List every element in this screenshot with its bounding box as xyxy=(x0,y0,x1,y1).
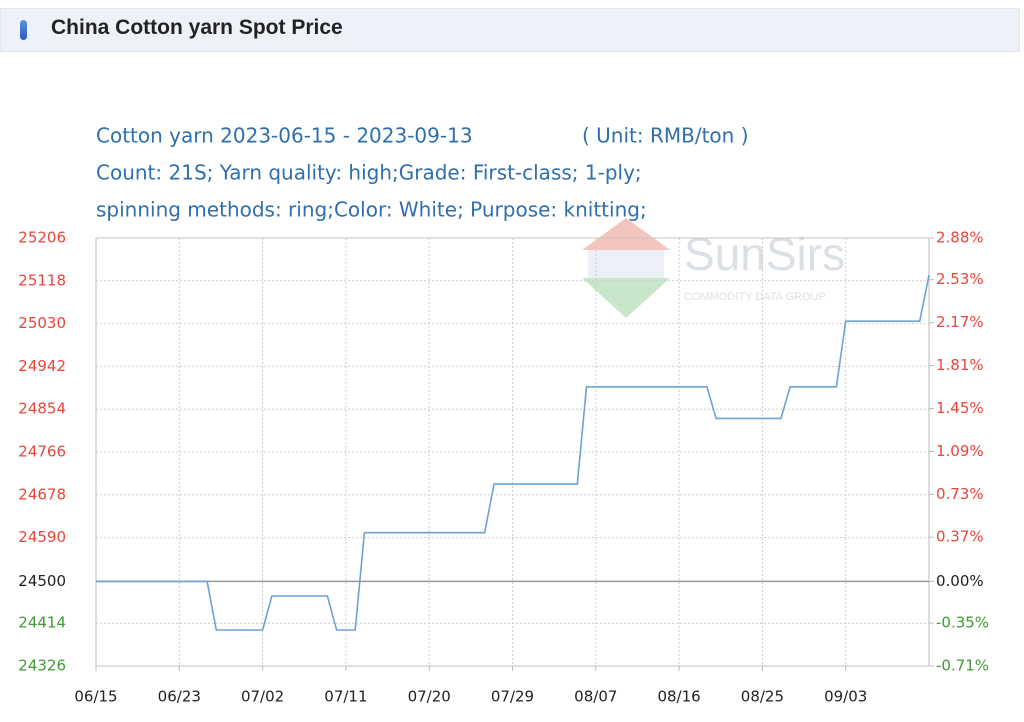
y-tick-label: 24766 xyxy=(18,443,66,461)
x-tick-label: 07/11 xyxy=(324,688,367,706)
y2-tick-label: 2.17% xyxy=(936,313,984,331)
y2-tick-label: 1.81% xyxy=(936,356,984,374)
x-tick-label: 07/20 xyxy=(408,688,451,706)
watermark-brand: SunSirs xyxy=(684,228,845,280)
y2-tick-label: 0.73% xyxy=(936,485,984,503)
y2-tick-label: 1.09% xyxy=(936,442,984,460)
y2-tick-label: 2.53% xyxy=(936,270,984,288)
y2-tick-label: 1.45% xyxy=(936,399,984,417)
price-line xyxy=(96,274,930,631)
x-tick-label: 06/23 xyxy=(158,688,201,706)
y-tick-label: 24326 xyxy=(18,657,66,675)
y-tick-label: 24590 xyxy=(18,528,66,546)
watermark-logo xyxy=(582,278,670,318)
y2-tick-label: 0.00% xyxy=(936,572,984,590)
x-tick-label: 08/16 xyxy=(657,688,700,706)
x-tick-label: 07/02 xyxy=(241,688,284,706)
x-tick-label: 09/03 xyxy=(824,688,867,706)
header-bar: China Cotton yarn Spot Price xyxy=(0,8,1020,52)
watermark-logo xyxy=(582,218,670,250)
chart-subtitle: spinning methods: ring;Color: White; Pur… xyxy=(96,198,647,222)
y-tick-label: 24854 xyxy=(18,400,66,418)
y-tick-label: 25206 xyxy=(18,229,66,247)
y-tick-label: 25118 xyxy=(18,271,66,289)
x-tick-label: 08/07 xyxy=(574,688,617,706)
x-tick-label: 07/29 xyxy=(491,688,534,706)
y-tick-label: 24942 xyxy=(18,357,66,375)
watermark: SunSirs COMMODITY DATA GROUP xyxy=(582,218,845,318)
x-tick-label: 08/25 xyxy=(741,688,784,706)
x-tick-label: 06/15 xyxy=(74,688,117,706)
y2-tick-label: -0.35% xyxy=(936,614,989,632)
y-tick-label: 24678 xyxy=(18,485,66,503)
chart-unit: ( Unit: RMB/ton ) xyxy=(582,124,749,148)
chart-subtitle: Count: 21S; Yarn quality: high;Grade: Fi… xyxy=(96,161,642,185)
y2-tick-label: -0.71% xyxy=(936,657,989,675)
y2-tick-label: 2.88% xyxy=(936,229,984,247)
watermark-logo xyxy=(588,250,664,278)
header-title: China Cotton yarn Spot Price xyxy=(51,16,343,39)
chart-title: Cotton yarn 2023-06-15 - 2023-09-13 xyxy=(96,124,473,148)
y2-tick-label: 0.37% xyxy=(936,528,984,546)
y-tick-label: 25030 xyxy=(18,314,66,332)
y-tick-label: 24414 xyxy=(18,614,66,632)
watermark-tagline: COMMODITY DATA GROUP xyxy=(684,291,826,303)
header-icon xyxy=(20,20,27,40)
y-tick-label: 24500 xyxy=(18,572,66,590)
